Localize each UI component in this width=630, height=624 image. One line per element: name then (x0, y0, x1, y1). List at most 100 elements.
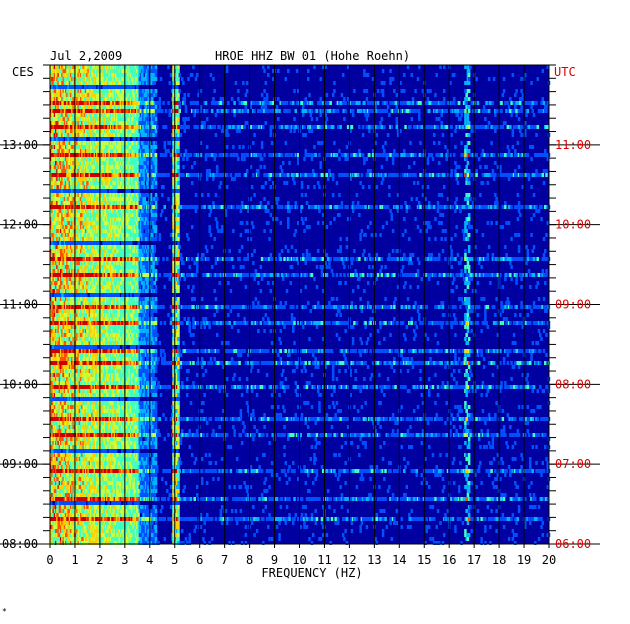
spectrogram-cell (300, 181, 304, 185)
spectrogram-cell (275, 201, 279, 205)
spectrogram-cell (437, 141, 441, 145)
spectrogram-cell (141, 73, 144, 77)
spectrogram-cell (302, 105, 305, 109)
spectrogram-cell (490, 125, 493, 129)
spectrogram-cell (519, 101, 522, 105)
spectrogram-cell (467, 109, 471, 113)
spectrogram-cell (137, 145, 140, 149)
spectrogram-cell (465, 193, 468, 197)
spectrogram-cell (151, 97, 154, 101)
spectrogram-cell (278, 153, 281, 157)
spectrogram-cell (151, 93, 154, 97)
spectrogram-cell (195, 73, 199, 77)
spectrogram-cell (262, 101, 265, 105)
spectrogram-cell (344, 205, 347, 209)
spectrogram-cell (288, 209, 291, 213)
spectrogram-cell (440, 125, 443, 129)
spectrogram-cell (395, 153, 399, 157)
spectrogram-cell (154, 161, 158, 165)
spectrogram-cell (310, 157, 314, 161)
spectrogram-cell (380, 165, 384, 169)
spectrogram-cell (531, 173, 535, 177)
spectrogram-cell (208, 213, 211, 217)
spectrogram-cell (168, 113, 172, 117)
spectrogram-cell (527, 125, 531, 129)
spectrogram-cell (454, 145, 457, 149)
spectrogram-cell (260, 141, 264, 145)
spectrogram-cell (318, 209, 321, 213)
spectrogram-cell (507, 177, 511, 181)
spectrogram-cell (259, 109, 263, 113)
spectrogram-cell (343, 117, 346, 121)
spectrogram-cell (487, 109, 491, 113)
spectrogram-cell (440, 121, 443, 125)
spectrogram-cell (229, 173, 233, 177)
spectrogram-cell (205, 109, 209, 113)
spectrogram-cell (380, 125, 384, 129)
spectrogram-cell (345, 145, 349, 149)
spectrogram-cell (257, 173, 260, 177)
spectrogram-cell (466, 161, 470, 165)
spectrogram-cell (465, 133, 468, 137)
spectrogram-cell (545, 169, 548, 173)
spectrogram-cell (501, 93, 505, 97)
spectrogram-cell (194, 193, 198, 197)
spectrogram-cell (285, 181, 289, 185)
spectrogram-cell (459, 209, 462, 213)
spectrogram-cell (147, 69, 150, 73)
spectrogram-cell (340, 93, 344, 97)
spectrogram-cell (247, 209, 250, 213)
spectrogram-cell (378, 125, 381, 129)
spectrogram-cell (375, 185, 379, 189)
spectrogram-cell (426, 97, 430, 101)
spectrogram-cell (184, 105, 188, 109)
spectrogram-cell (238, 173, 241, 177)
spectrogram-cell (269, 185, 273, 189)
spectrogram-cell (351, 109, 355, 113)
spectrogram-cell (163, 141, 167, 145)
spectrogram-cell (467, 205, 471, 209)
spectrogram-cell (224, 209, 228, 213)
spectrogram-cell (430, 153, 433, 157)
spectrogram-cell (456, 125, 460, 129)
spectrogram-cell (263, 153, 266, 157)
spectrogram-cell (279, 165, 283, 169)
spectrogram-cell (293, 89, 296, 93)
spectrogram-cell (185, 205, 189, 209)
spectrogram-cell (456, 113, 460, 117)
spectrogram-cell (355, 101, 359, 105)
spectrogram-cell (212, 77, 215, 81)
spectrogram-cell (395, 117, 399, 121)
spectrogram-cell (520, 133, 523, 137)
spectrogram-cell (139, 117, 143, 121)
spectrogram-cell (245, 169, 249, 173)
spectrogram-cell (326, 177, 330, 181)
spectrogram-cell (187, 125, 190, 129)
spectrogram-cell (146, 149, 149, 153)
spectrogram-cell (437, 161, 441, 165)
spectrogram-cell (295, 173, 299, 177)
spectrogram-cell (66, 189, 69, 193)
spectrogram-cell (418, 109, 421, 113)
spectrogram-cell (178, 101, 181, 105)
spectrogram-cell (222, 101, 225, 105)
spectrogram-cell (262, 125, 265, 129)
spectrogram-cell (380, 181, 384, 185)
spectrogram-cell (354, 173, 357, 177)
spectrogram-cell (304, 149, 307, 153)
spectrogram-cell (177, 65, 180, 69)
spectrogram-cell (471, 109, 475, 113)
spectrogram-cell (485, 101, 488, 105)
spectrogram-cell (524, 121, 527, 125)
spectrogram-cell (507, 105, 511, 109)
spectrogram-cell (156, 197, 159, 201)
spectrogram-cell (177, 193, 180, 197)
spectrogram-cell (222, 97, 225, 101)
spectrogram-cell (494, 201, 497, 205)
spectrogram-cell (243, 125, 246, 129)
spectrogram-cell (432, 205, 436, 209)
spectrogram-cell (275, 153, 279, 157)
spectrogram-cell (141, 149, 144, 153)
spectrogram-cell (527, 177, 531, 181)
spectrogram-cell (249, 105, 253, 109)
